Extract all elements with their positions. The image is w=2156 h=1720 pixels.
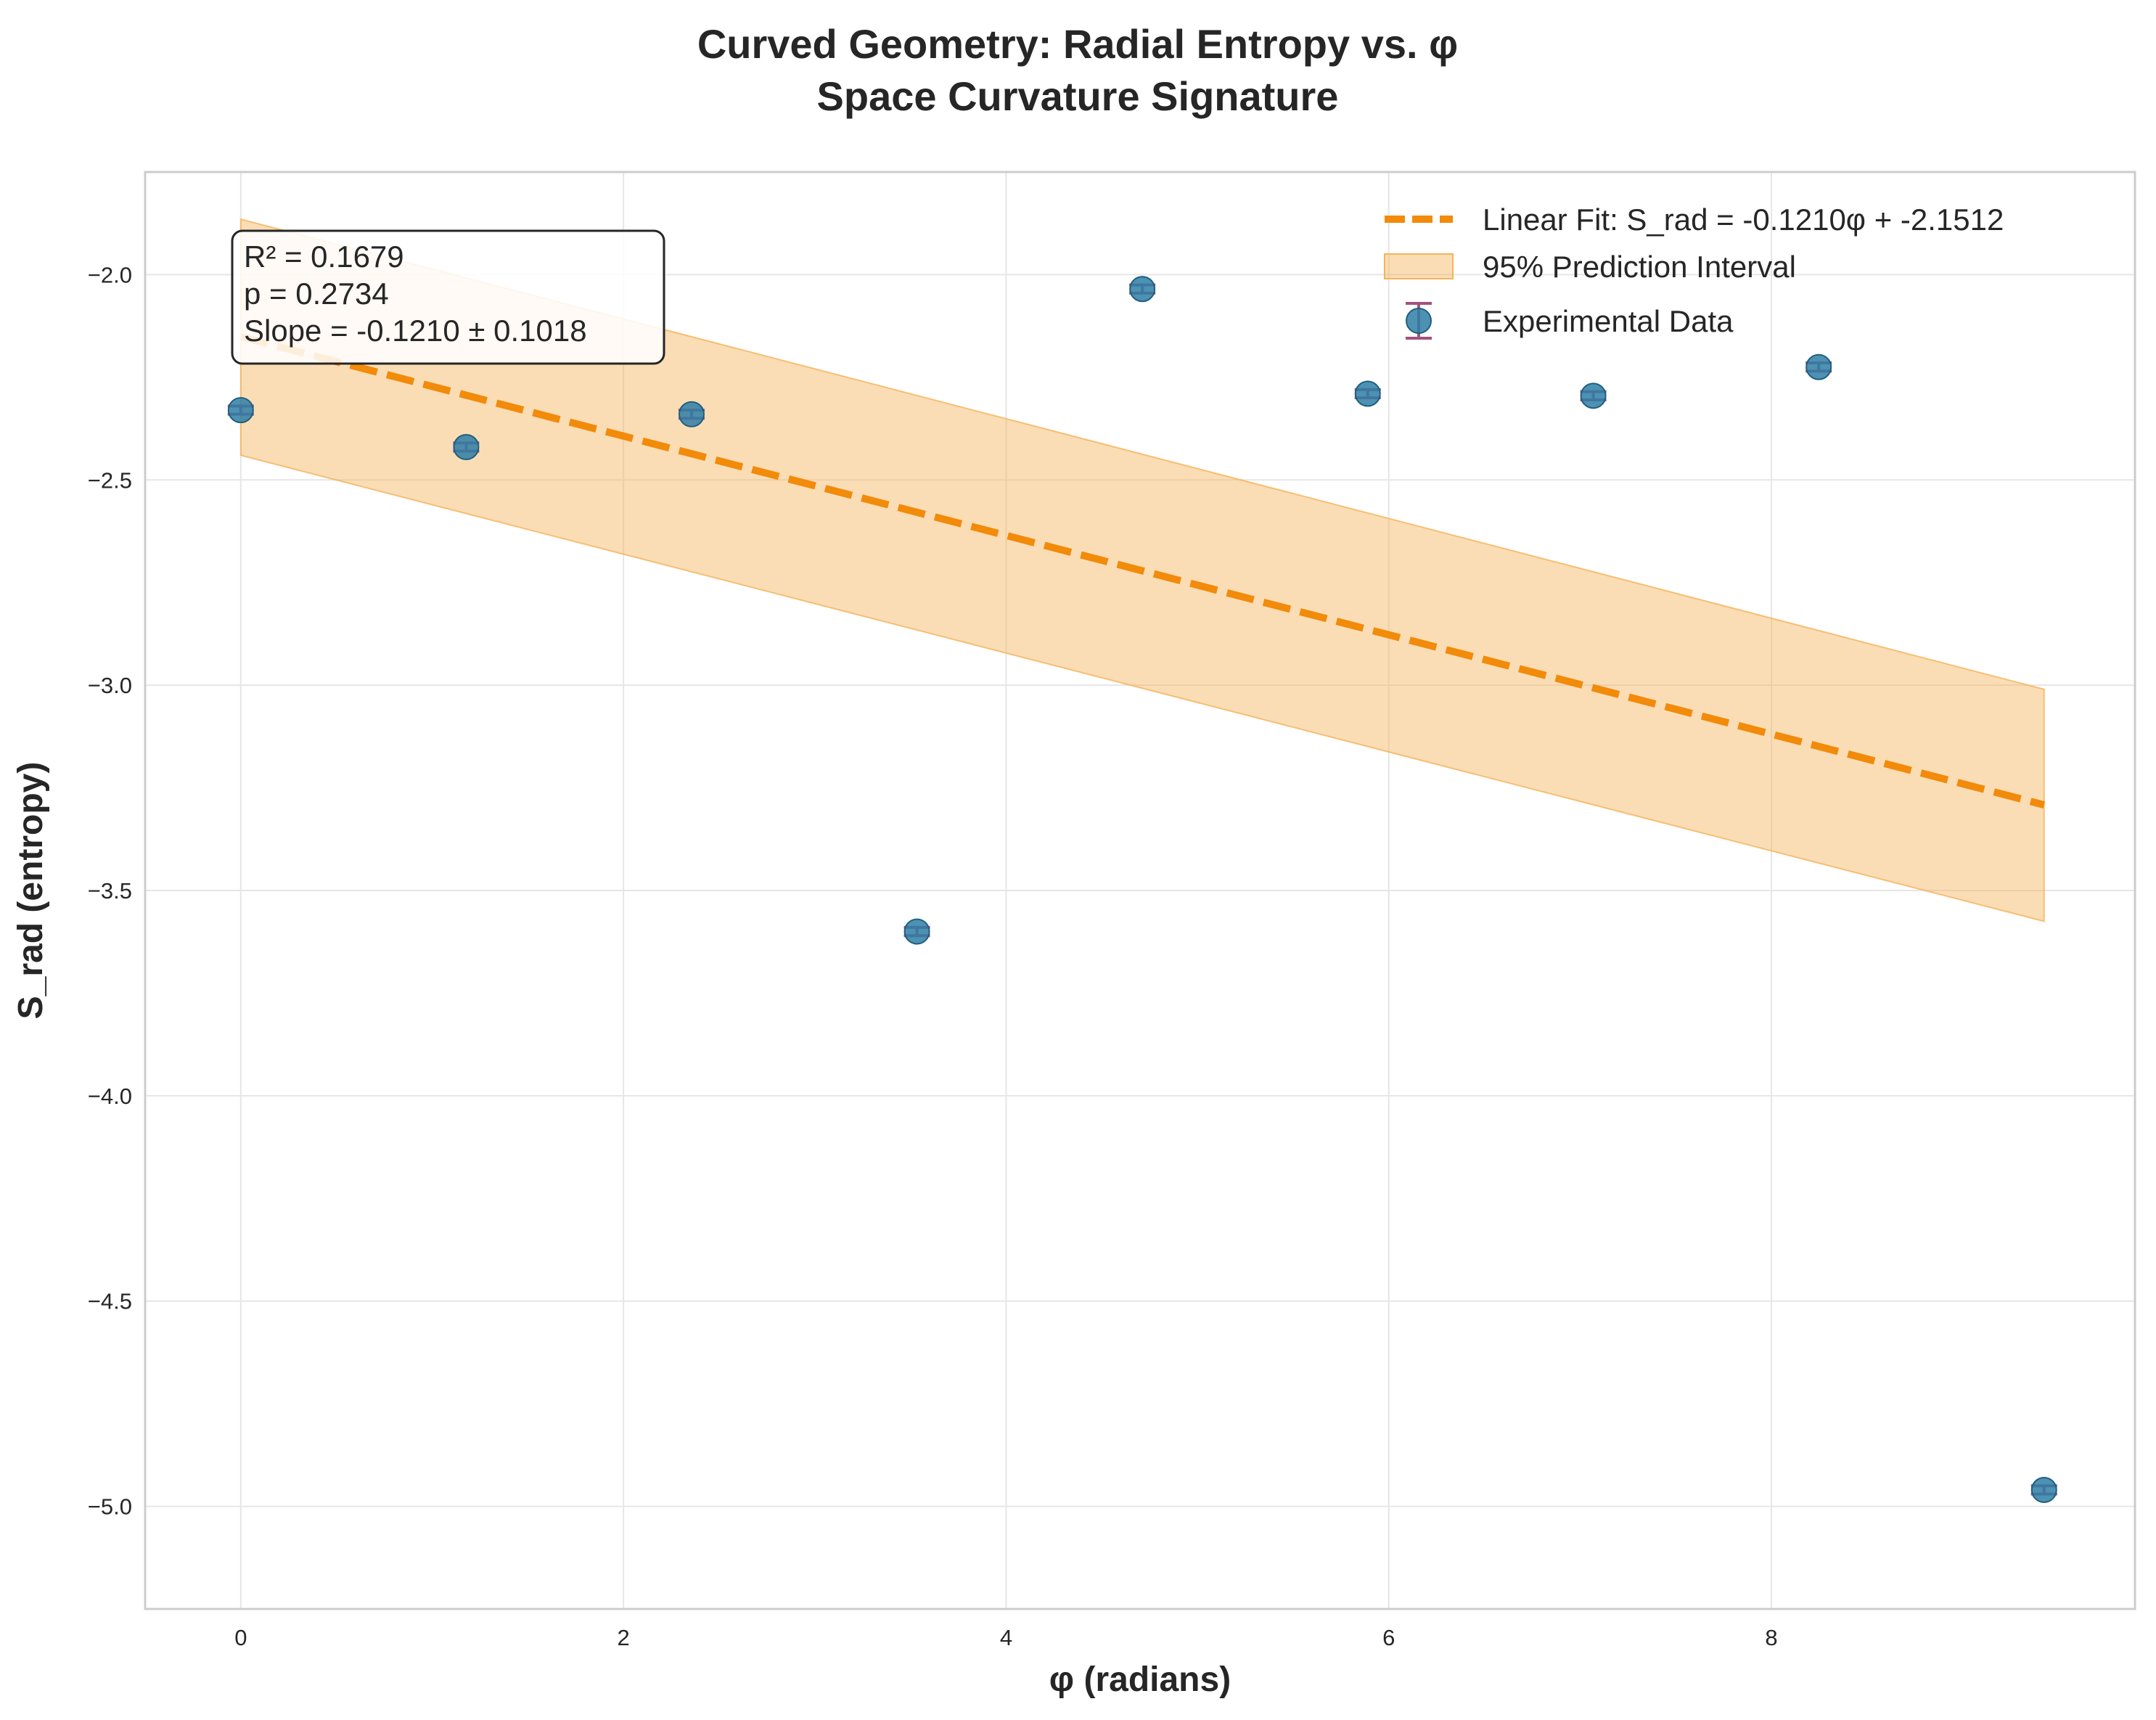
data-marker: [2030, 1476, 2057, 1503]
fit-line-layer: [239, 333, 2046, 808]
stats-box: [231, 229, 665, 365]
stats-p: p = 0.2734: [244, 277, 389, 311]
plot-frame: [144, 171, 2136, 1610]
y-axis-label: S_rad (entropy): [12, 762, 50, 1020]
linear-fit-line: [239, 333, 2046, 808]
legend-band-label: 95% Prediction Interval: [1483, 250, 1796, 284]
data-point: [1129, 276, 1156, 303]
y-tick-labels: −5.0 −4.5 −4.0 −3.5 −3.0 −2.5 −2.0: [88, 262, 132, 1519]
legend-band-swatch: [1384, 253, 1454, 279]
data-point: [903, 918, 930, 945]
data-marker: [453, 434, 480, 461]
x-tick-label: 6: [1382, 1625, 1395, 1650]
y-tick-label: −3.5: [88, 878, 132, 904]
data-marker: [1129, 276, 1156, 303]
legend-fit-label: Linear Fit: S_rad = -0.1210φ + -2.1512: [1483, 202, 2004, 237]
grid: [145, 172, 2135, 1609]
data-point: [1354, 380, 1381, 407]
y-tick-label: −3.0: [88, 673, 132, 698]
data-point: [1805, 353, 1832, 380]
data-points-layer: [227, 276, 2057, 1503]
data-marker: [227, 397, 254, 424]
x-tick-label: 4: [1000, 1625, 1012, 1650]
data-point: [227, 397, 254, 424]
legend: Linear Fit: S_rad = -0.1210φ + -2.1512 9…: [1384, 202, 2004, 340]
legend-data-swatch: [1406, 302, 1432, 340]
x-tick-label: 8: [1765, 1625, 1777, 1650]
y-tick-label: −2.5: [88, 467, 132, 493]
legend-data-label: Experimental Data: [1483, 304, 1734, 338]
stats-slope: Slope = -0.1210 ± 0.1018: [244, 314, 587, 348]
chart-title-line-1: Curved Geometry: Radial Entropy vs. φ: [697, 21, 1458, 67]
stats-annotation: R² = 0.1679 p = 0.2734 Slope = -0.1210 ±…: [231, 229, 665, 365]
y-tick-label: −4.0: [88, 1084, 132, 1109]
y-tick-label: −5.0: [88, 1494, 132, 1520]
x-tick-label: 2: [618, 1625, 630, 1650]
data-marker: [1580, 382, 1607, 409]
stats-r2: R² = 0.1679: [244, 239, 404, 274]
data-point: [678, 401, 705, 427]
data-marker: [1354, 380, 1381, 407]
y-tick-label: −4.5: [88, 1289, 132, 1314]
chart-title-line-2: Space Curvature Signature: [817, 73, 1339, 119]
plot-area: [144, 171, 2136, 1610]
legend-marker: [1406, 308, 1432, 334]
y-tick-label: −2.0: [88, 262, 132, 287]
x-tick-labels: 0 2 4 6 8: [234, 1625, 1777, 1650]
data-marker: [903, 918, 930, 945]
data-marker: [678, 401, 705, 427]
data-point: [453, 434, 480, 461]
data-marker: [1805, 353, 1832, 380]
data-point: [1580, 382, 1607, 409]
data-point: [2030, 1476, 2057, 1503]
x-axis-label: φ (radians): [1049, 1660, 1231, 1699]
x-tick-label: 0: [234, 1625, 247, 1650]
